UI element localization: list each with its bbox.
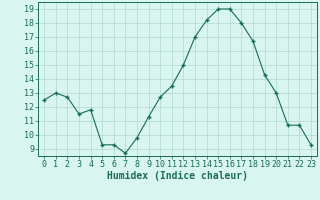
X-axis label: Humidex (Indice chaleur): Humidex (Indice chaleur)	[107, 171, 248, 181]
